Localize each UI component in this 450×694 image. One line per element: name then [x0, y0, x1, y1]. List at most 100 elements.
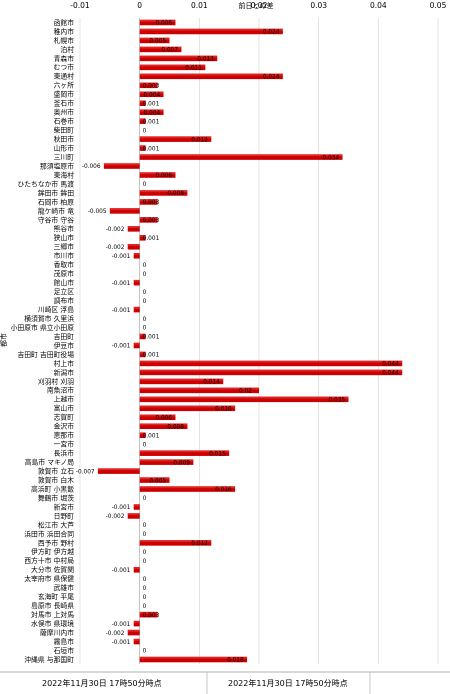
bar: [139, 450, 230, 456]
bar-highlight: [133, 504, 140, 507]
value-label: -0.001: [112, 281, 131, 287]
category-label: 高島市 マキノ局: [25, 458, 74, 467]
value-label: 0.012: [191, 541, 208, 547]
value-label: 0.001: [143, 146, 160, 152]
category-label: 恵那市: [54, 431, 75, 440]
value-label: 0: [143, 326, 147, 332]
category-label: 茂原市: [54, 269, 75, 278]
x-tick-label: -0.01: [70, 1, 90, 10]
bar: [139, 136, 212, 142]
category-label: 敦賀市 立石: [38, 466, 74, 475]
bar: [139, 46, 182, 53]
x-tick-label: 0.02: [251, 1, 268, 10]
category-label: 吉田町: [54, 333, 75, 341]
value-label: -0.001: [112, 568, 131, 574]
bar-highlight: [139, 477, 170, 480]
bar-highlight: [139, 540, 212, 543]
category-label: 玄海町 平尾: [38, 592, 74, 601]
footer-timestamp-right: 2022年11月30日 17時50分時点: [228, 678, 348, 688]
category-label: むつ市: [54, 63, 75, 72]
value-label: -0.001: [112, 640, 131, 646]
bar-highlight: [139, 73, 283, 76]
bar-highlight: [139, 28, 283, 31]
value-label: 0: [143, 649, 147, 655]
bar: [139, 387, 259, 394]
value-label: 0: [143, 532, 147, 538]
category-label: 一宮市: [54, 440, 75, 449]
category-label: 舞鶴市 堀茨: [38, 493, 74, 502]
bar-highlight: [139, 190, 188, 193]
category-label: 新宮市: [54, 502, 75, 511]
category-label: 松江市 大芦: [38, 520, 74, 529]
value-label: 0.007: [161, 48, 178, 54]
category-label: 西方十市 中村局: [24, 556, 74, 565]
category-label: 横須賀市 久里浜: [24, 314, 74, 323]
bar-highlight: [127, 629, 140, 632]
category-label: 上越市: [54, 395, 75, 404]
bar: [139, 459, 194, 465]
bar-highlight: [139, 360, 403, 363]
bar: [139, 91, 164, 98]
bar: [139, 405, 236, 412]
bar-highlight: [139, 100, 146, 103]
bar-highlight: [139, 351, 146, 354]
bar: [139, 154, 343, 160]
bar-highlight: [139, 109, 164, 112]
value-label: 0: [143, 559, 147, 565]
bar: [139, 190, 188, 196]
value-label: 0: [143, 272, 147, 278]
category-label: 狭山市: [54, 233, 75, 242]
category-label: 霧島市: [54, 637, 75, 646]
category-label: 館山市: [54, 278, 75, 287]
value-label: 0: [143, 496, 147, 502]
category-label: 高浜町 小黒飯: [31, 484, 74, 493]
bar: [97, 468, 140, 474]
category-label: 市川市: [54, 251, 75, 260]
category-label: 新潟市: [54, 368, 75, 377]
bar-highlight: [139, 450, 230, 453]
value-label: 0: [143, 523, 147, 529]
category-label: 六ヶ所: [54, 81, 75, 90]
bar-highlight: [139, 656, 248, 659]
category-label: 村上市: [54, 359, 75, 368]
value-label: 0.006: [155, 415, 172, 421]
category-label: 柴田町: [54, 126, 75, 135]
category-label: 沖縄県 与那国町: [24, 655, 74, 664]
value-label: 0: [143, 182, 147, 188]
category-label: 稚内市: [54, 27, 75, 36]
bar: [127, 244, 140, 250]
bar-highlight: [139, 19, 176, 22]
value-label: -0.002: [106, 227, 125, 233]
bar-highlight: [133, 567, 140, 569]
value-label: 0.016: [215, 487, 232, 493]
value-label: 0.009: [173, 460, 190, 466]
bar: [133, 252, 140, 259]
x-axis-title: 前日との差: [239, 1, 274, 10]
bar: [139, 118, 146, 124]
value-label: -0.001: [112, 308, 131, 314]
value-label: 0: [143, 577, 147, 583]
value-label: 0.003: [143, 200, 160, 206]
bar-highlight: [127, 244, 140, 246]
category-label: 島原市 長崎県: [31, 601, 74, 610]
value-labels: 0.006 0.024 0.005 0.007 0.013 0.011 0.024 0.003…: [76, 21, 399, 664]
value-label: -0.001: [112, 622, 131, 628]
bar: [139, 477, 170, 483]
value-label: -0.006: [82, 164, 101, 170]
bar: [139, 109, 164, 115]
value-label: 0: [143, 299, 147, 305]
value-label: 0: [143, 290, 147, 296]
category-label: 三川町: [54, 153, 75, 161]
bar-highlight: [139, 55, 218, 58]
value-label: 0.003: [143, 83, 160, 89]
category-label: 敦賀市 白木: [38, 475, 74, 484]
value-label: 0.006: [155, 173, 172, 179]
bar: [133, 306, 140, 313]
category-label: 長浜市: [54, 449, 75, 458]
bar: [139, 396, 349, 403]
bar-highlight: [139, 37, 170, 40]
bar: [139, 145, 146, 151]
bar: [127, 226, 140, 232]
